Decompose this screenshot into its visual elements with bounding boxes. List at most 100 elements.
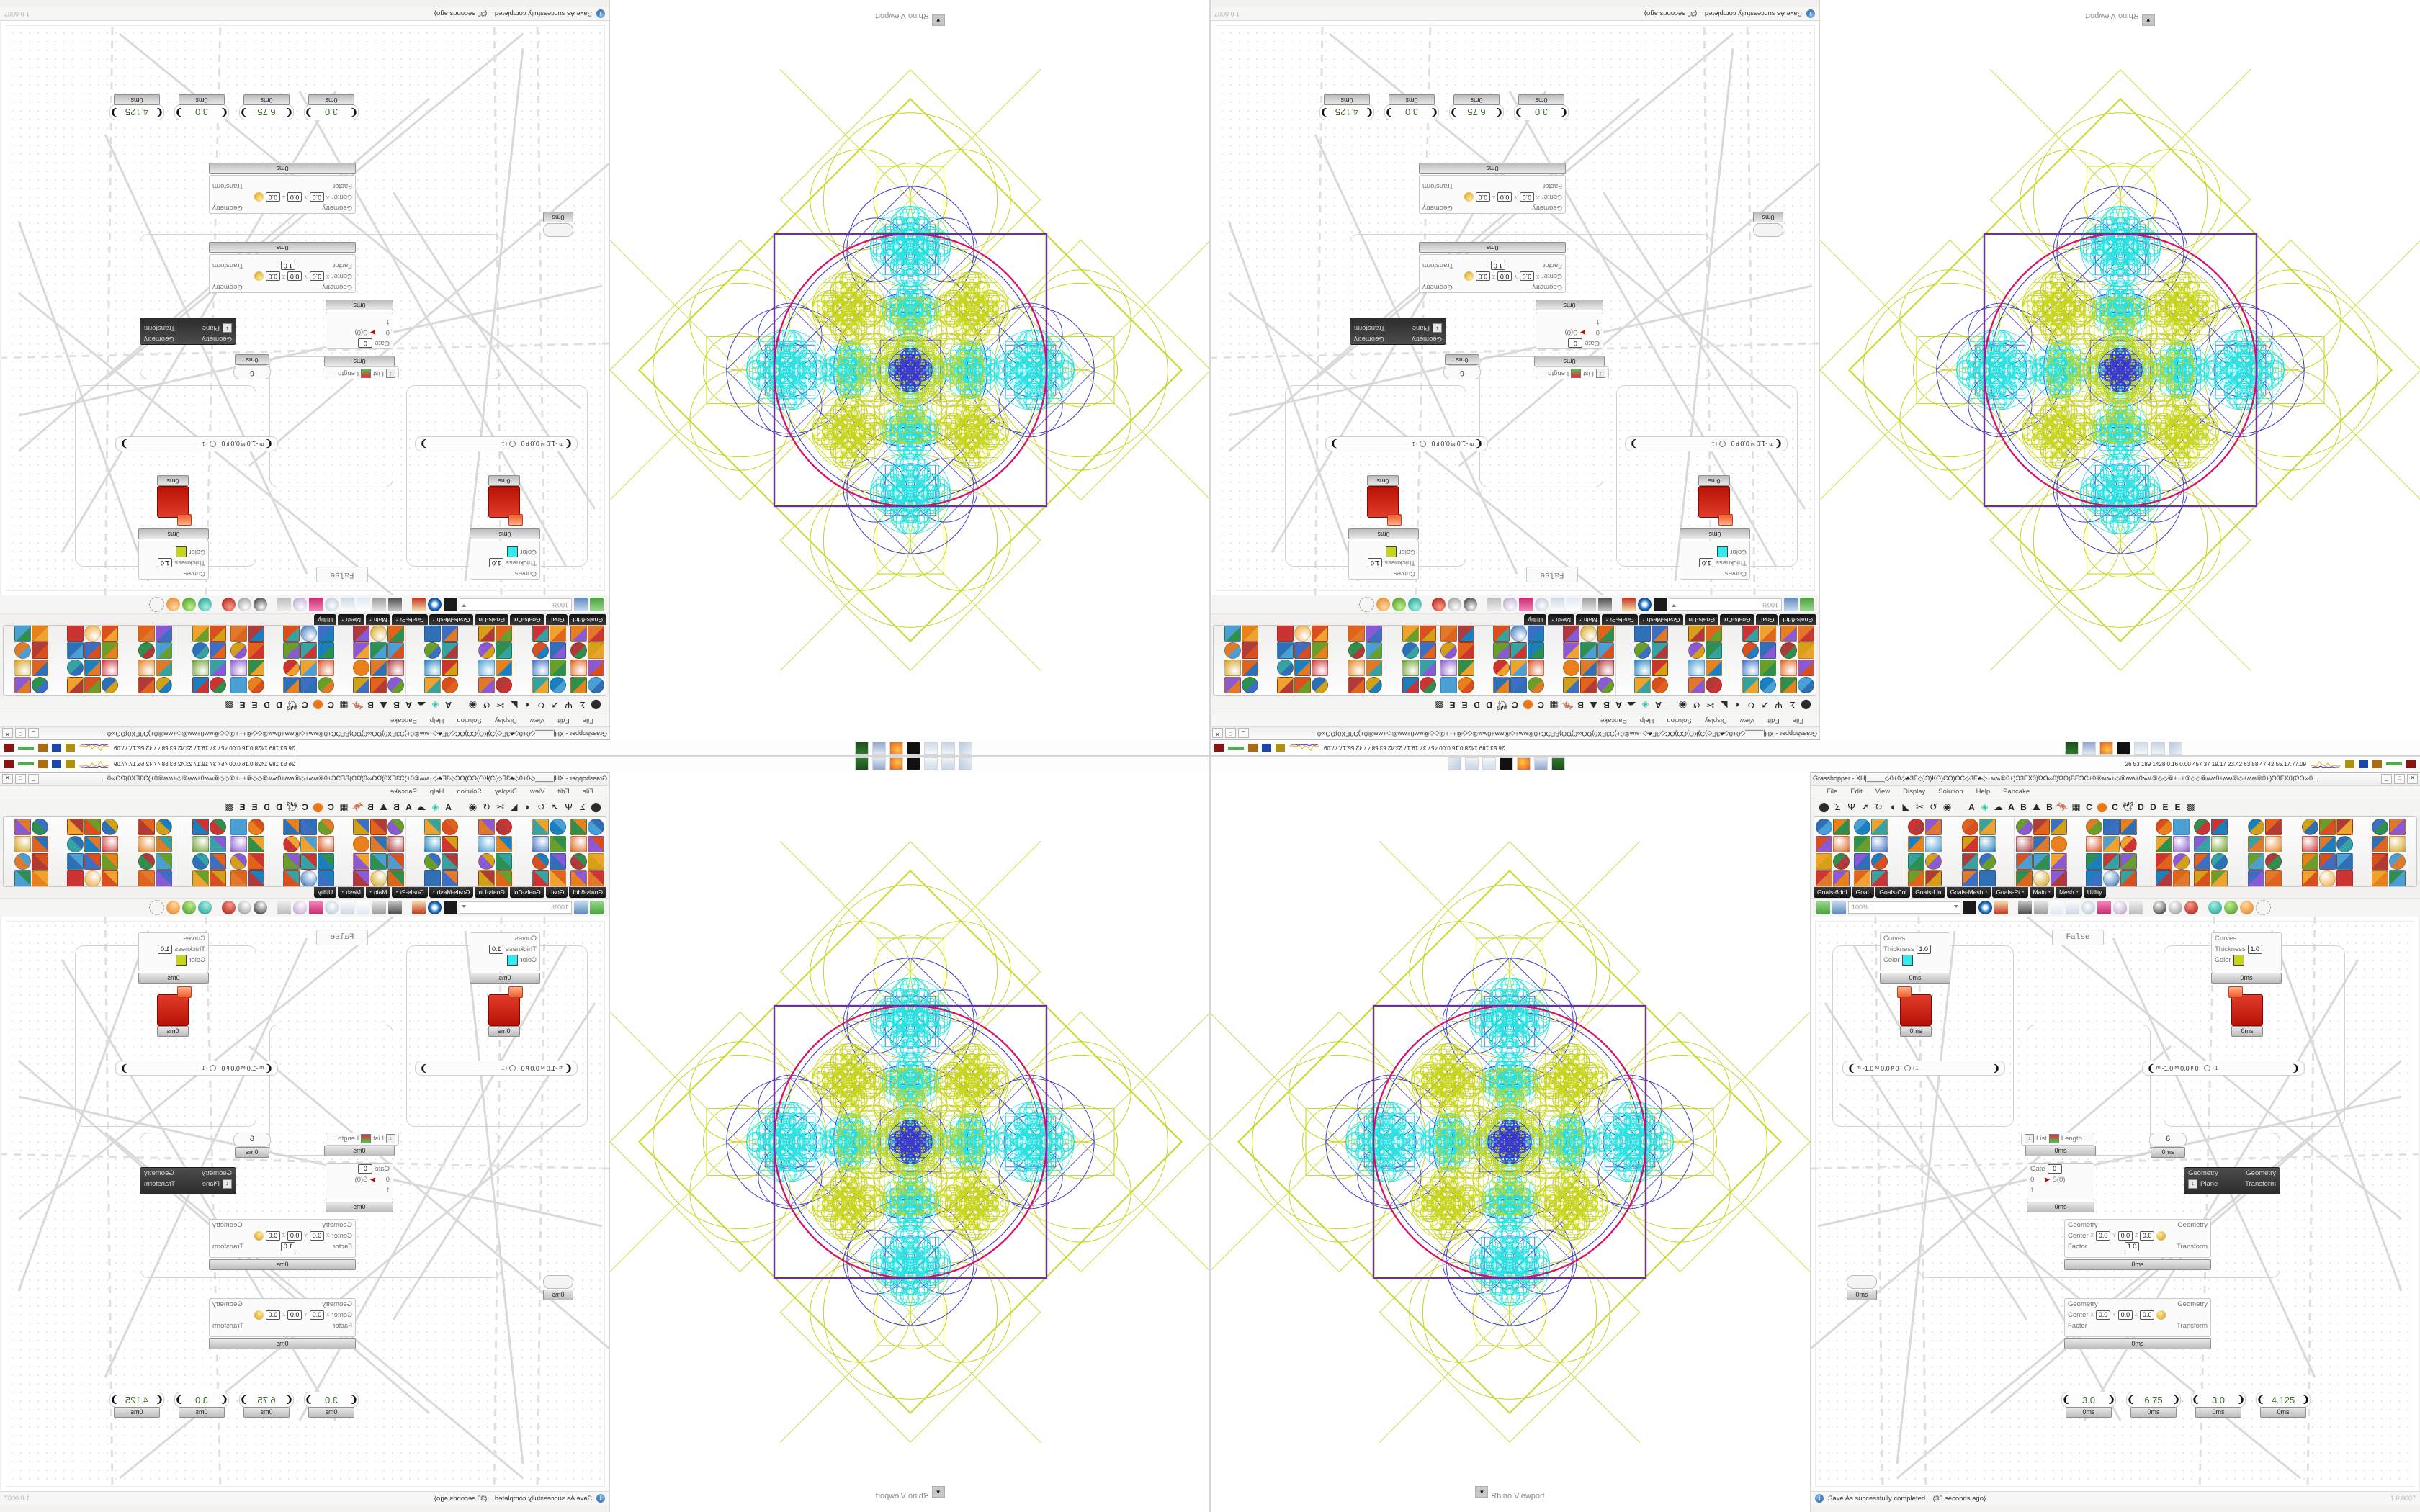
component-icon[interactable] (424, 819, 441, 835)
component-icon[interactable] (2194, 870, 2210, 886)
number-slider-4[interactable]: ❨ 4.125 ❩ (109, 104, 164, 120)
chevron-down-icon[interactable]: ▾ (2076, 890, 2079, 894)
component-icon[interactable] (2120, 819, 2137, 835)
menu-item-solution[interactable]: Solution (457, 788, 482, 796)
component-icon[interactable] (210, 660, 226, 676)
component-icon[interactable] (67, 625, 84, 642)
component-icon[interactable] (2016, 853, 2033, 870)
menu-item-edit[interactable]: Edit (557, 716, 570, 724)
component-icon[interactable] (1366, 625, 1382, 642)
component-icon[interactable] (1688, 677, 1705, 693)
shade-red-icon[interactable] (2184, 901, 2198, 914)
surface-icon[interactable]: ◖ (524, 700, 531, 711)
component-icon[interactable] (1348, 625, 1365, 642)
component-icon[interactable] (1510, 660, 1527, 676)
component-icon[interactable] (248, 660, 264, 676)
component-icon[interactable] (1440, 625, 1457, 642)
custom-preview-right[interactable]: Curves Thickness 1.0 Color (138, 541, 209, 580)
component-icon[interactable] (1580, 677, 1597, 693)
gha-assembly-icon[interactable] (2050, 901, 2063, 914)
component-icon[interactable] (67, 853, 84, 870)
component-icon[interactable] (67, 677, 84, 693)
component-ribbon[interactable] (1213, 625, 1816, 696)
component-icon[interactable] (1528, 642, 1544, 659)
component-icon[interactable] (67, 642, 84, 659)
component-icon[interactable] (2120, 870, 2137, 886)
slider-precision[interactable]: 0 (521, 440, 525, 448)
close-icon[interactable]: ✕ (2, 773, 13, 784)
grasshopper-category-toolbar[interactable]: ⬤ Σ Ψ ➚ ↻ ◖ ◣ ✂ ↺ ◉ A ◈ ☁ A B ⛰ B 🦘 ▦ C … (0, 798, 609, 815)
mesh-icon[interactable]: ◣ (510, 801, 518, 812)
ribbon-tab-main[interactable]: Main ▾ (366, 614, 391, 625)
component-icon[interactable] (2319, 836, 2336, 852)
component-icon[interactable] (1294, 677, 1311, 693)
component-icon[interactable] (570, 870, 587, 887)
slider-handle[interactable] (1904, 1065, 1911, 1071)
component-icon[interactable] (210, 642, 226, 659)
component-icon[interactable] (2033, 853, 2050, 870)
component-icon[interactable] (496, 836, 512, 852)
surface-icon[interactable]: ◖ (1889, 801, 1896, 812)
component-icon[interactable] (478, 853, 495, 870)
component-icon[interactable] (387, 677, 404, 693)
component-icon[interactable] (353, 819, 369, 835)
close-icon[interactable]: ✕ (2407, 773, 2418, 784)
search-icon[interactable] (325, 901, 339, 914)
save-file-icon[interactable] (574, 598, 588, 611)
component-icon[interactable] (2156, 870, 2172, 886)
component-icon[interactable] (2211, 853, 2228, 870)
component-icon[interactable] (32, 660, 48, 676)
component-icon[interactable] (1563, 677, 1579, 693)
center-z[interactable]: 0.0 (265, 192, 280, 202)
component-icon[interactable] (478, 660, 495, 676)
viewport-menu-arrow[interactable]: ▼ (931, 1486, 945, 1498)
component-icon[interactable] (424, 677, 441, 693)
component-icon[interactable] (102, 677, 118, 693)
component-icon[interactable] (588, 677, 604, 693)
matrix-icon[interactable]: ▩ (2186, 801, 2195, 812)
wires-icon[interactable] (1487, 598, 1501, 611)
component-ribbon[interactable] (3, 816, 606, 887)
component-icon[interactable] (84, 660, 101, 676)
component-icon[interactable] (424, 642, 441, 659)
tab-letter-e1[interactable]: E (1461, 700, 1468, 711)
preview-green-icon[interactable] (2224, 901, 2238, 914)
help-box-icon[interactable] (309, 598, 323, 611)
component-icon[interactable] (1798, 642, 1814, 659)
tab-letter-d2[interactable]: D (1474, 700, 1480, 711)
center-y[interactable]: 0.0 (1497, 271, 1512, 281)
component-icon[interactable] (387, 870, 404, 887)
chevron-down-icon[interactable]: ▾ (369, 618, 372, 622)
component-icon[interactable] (2033, 836, 2050, 852)
component-icon[interactable] (1742, 677, 1759, 693)
component-icon[interactable] (138, 853, 155, 870)
center-y[interactable]: 0.0 (2118, 1310, 2133, 1320)
component-icon[interactable] (2372, 819, 2388, 835)
tab-letter-c2[interactable]: C (1512, 700, 1518, 711)
save-file-icon[interactable] (1784, 598, 1798, 611)
leaf-icon[interactable]: ◈ (431, 700, 439, 711)
component-icon[interactable] (230, 677, 247, 693)
factor-value[interactable]: 1.0 (2125, 1242, 2139, 1251)
taskbar-icons[interactable] (2065, 742, 2420, 755)
chevron-down-icon[interactable]: ▾ (432, 618, 435, 622)
component-icon[interactable] (1224, 677, 1241, 693)
scale-component-2[interactable]: Geometry Geometry Center X 0.0 Y 0.0 Z 0… (209, 1298, 356, 1337)
ribbon-group[interactable] (174, 625, 228, 695)
component-icon[interactable] (532, 836, 549, 852)
scale-component-1[interactable]: Geometry Geometry Center X 0.0 Y 0.0 Z 0… (1419, 254, 1566, 293)
preview-orange-icon[interactable] (166, 901, 180, 914)
preview-green-icon[interactable] (1392, 598, 1406, 611)
menu-item-display[interactable]: Display (1704, 716, 1727, 724)
disk-icon[interactable] (872, 757, 886, 770)
component-icon[interactable] (1440, 642, 1457, 659)
component-icon[interactable] (1277, 625, 1294, 642)
ribbon-tab-goals-col[interactable]: Goals-Col (1876, 887, 1911, 898)
profiler-icon[interactable] (1598, 598, 1612, 611)
thickness-value[interactable]: 1.0 (1699, 558, 1714, 567)
component-icon[interactable] (1634, 642, 1651, 659)
component-icon[interactable] (192, 677, 209, 693)
factor-value[interactable]: 1.0 (1491, 261, 1505, 270)
cluster-icon[interactable] (1582, 598, 1596, 611)
ribbon-group[interactable] (568, 817, 606, 887)
